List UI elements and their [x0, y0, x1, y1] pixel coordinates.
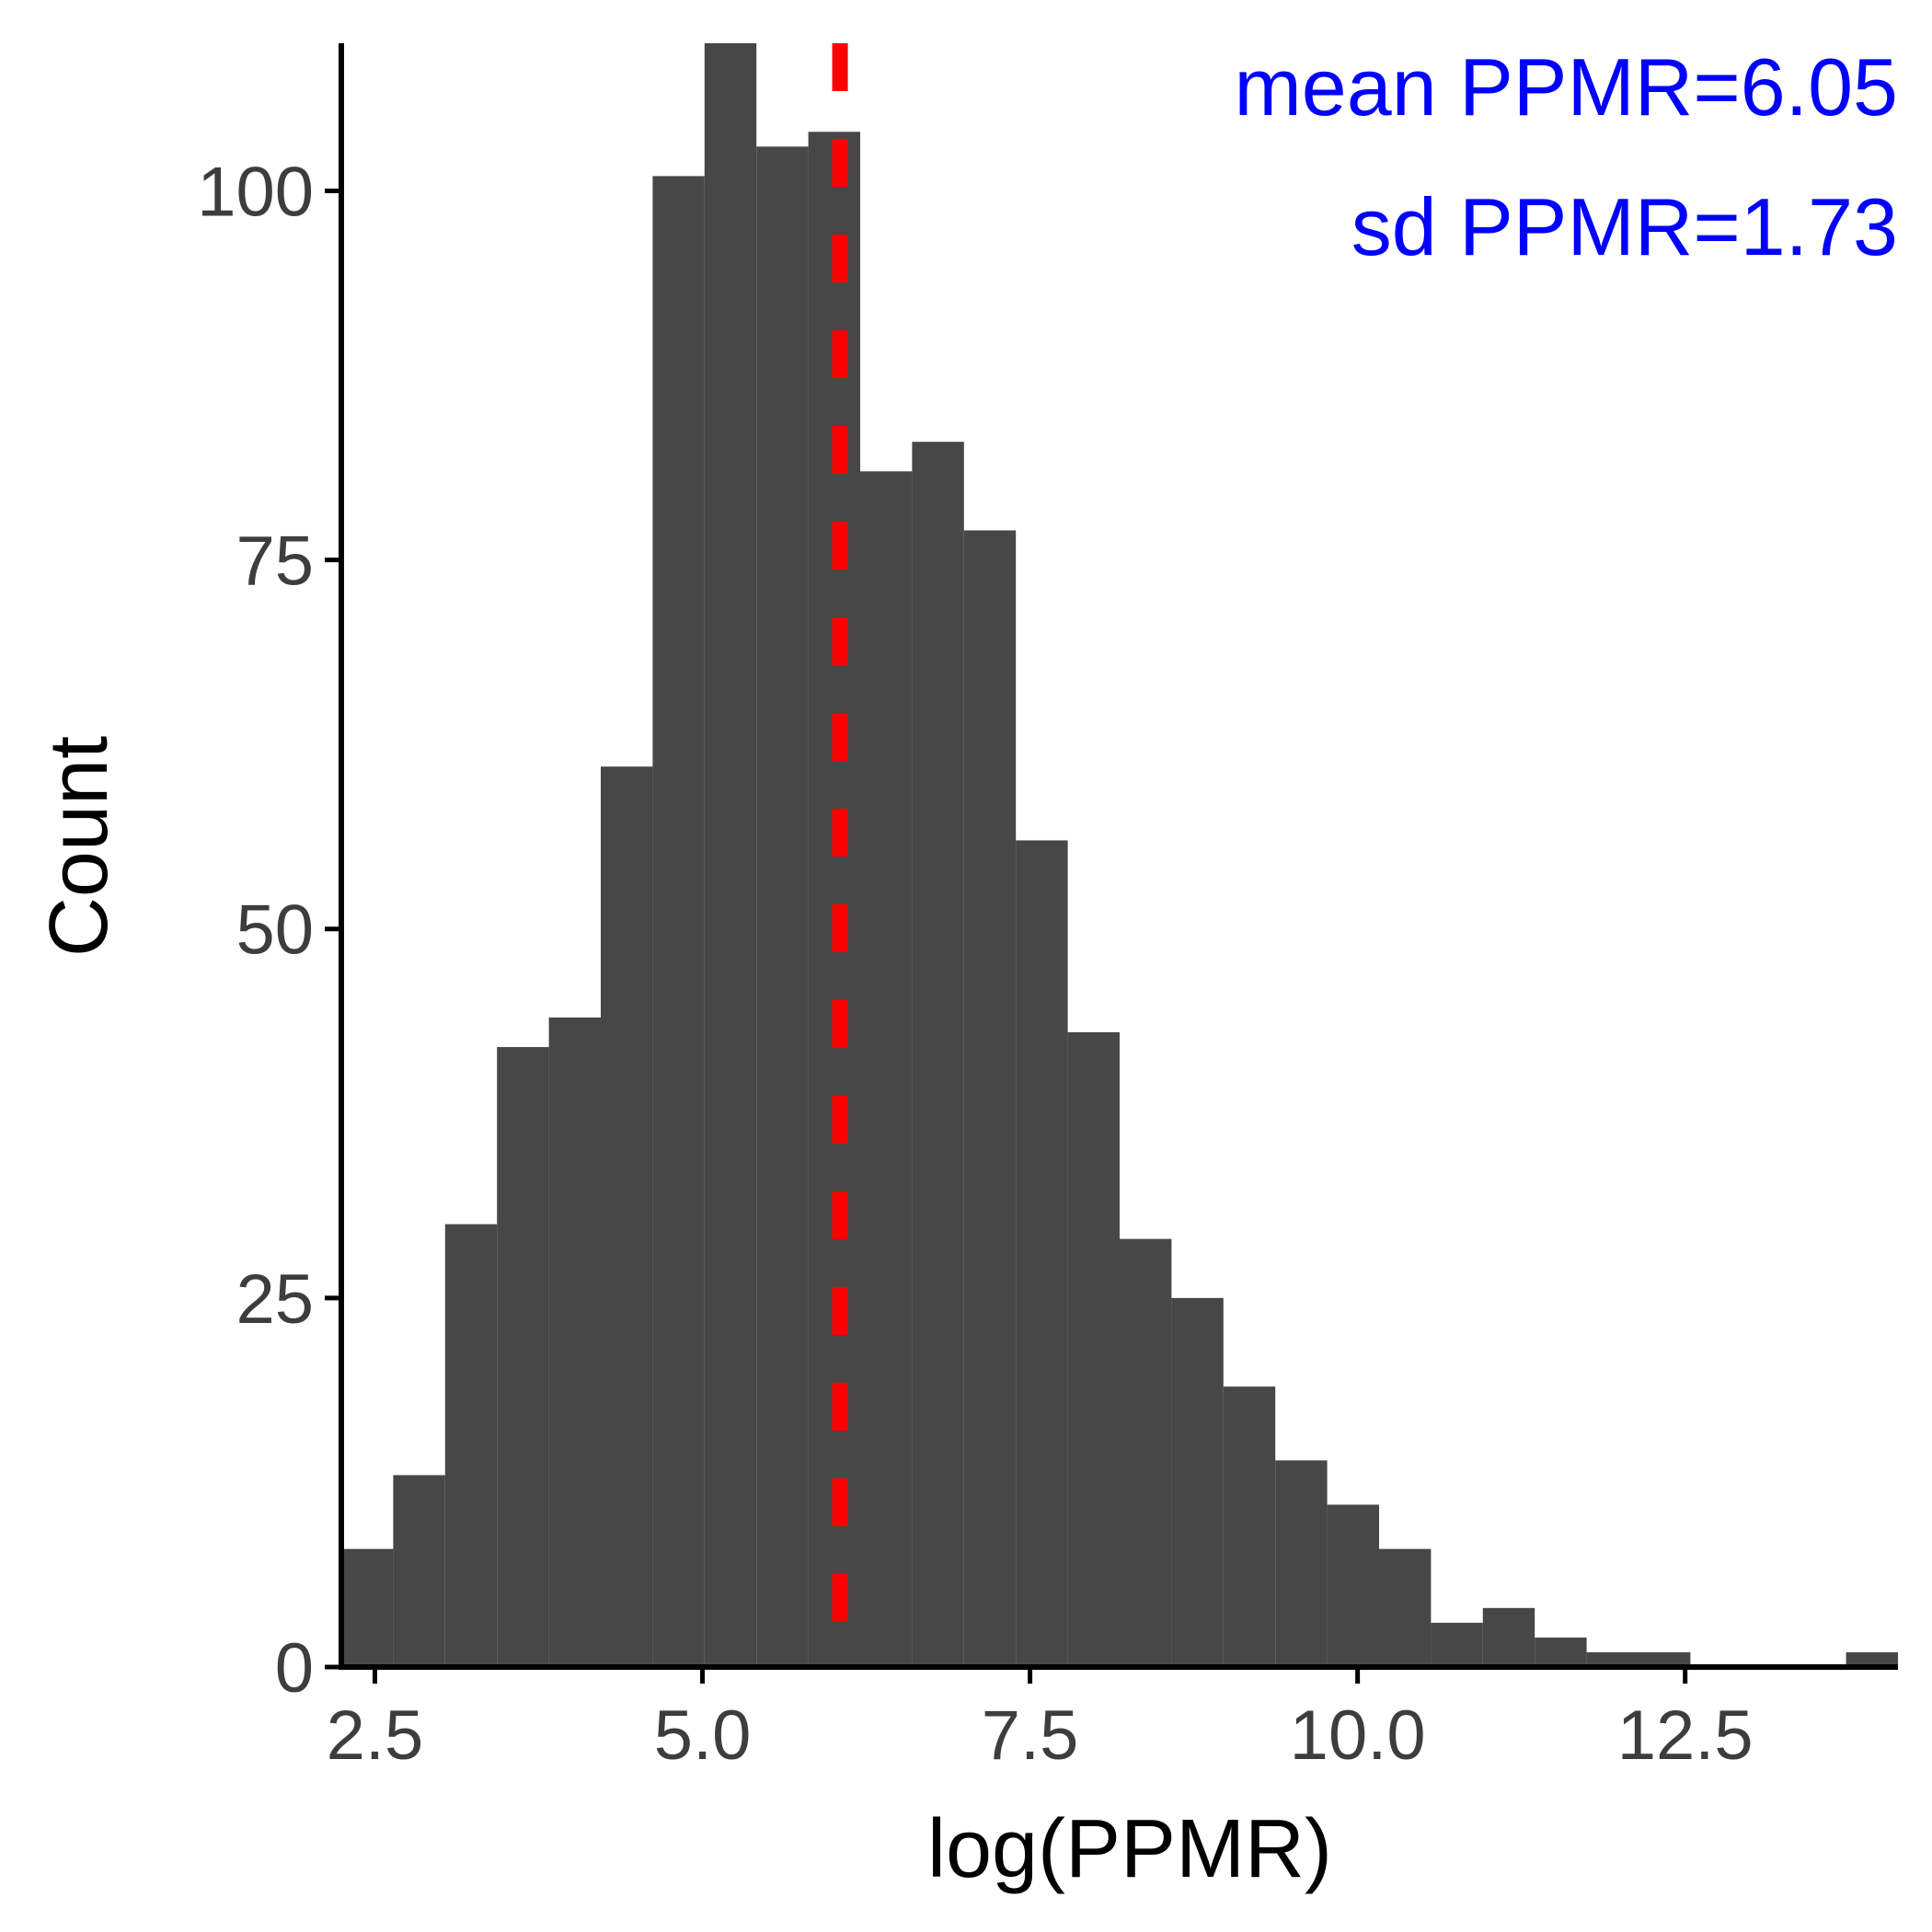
x-axis-title: log(PPMR) [927, 1803, 1332, 1895]
histogram-bar-20 [1379, 1548, 1432, 1667]
histogram-bar-18 [1275, 1460, 1328, 1667]
y-tick-label: 25 [236, 1260, 314, 1339]
histogram-bar-7 [704, 43, 757, 1667]
histogram-bar-24 [1586, 1651, 1639, 1667]
histogram-bar-25 [1639, 1651, 1691, 1667]
histogram-bar-21 [1431, 1622, 1483, 1667]
histogram-bar-8 [756, 146, 809, 1668]
x-tick-label: 2.5 [327, 1696, 424, 1775]
x-axis-ticks: 2.5 5.0 7.5 10.0 12.5 [327, 1667, 1754, 1775]
histogram-bar-4 [548, 1018, 601, 1667]
x-tick-label: 10.0 [1290, 1696, 1426, 1775]
histogram-bar-29 [1846, 1651, 1898, 1667]
y-tick-label: 0 [275, 1629, 314, 1708]
y-axis-title: Count [33, 736, 125, 957]
x-tick-label: 12.5 [1617, 1696, 1754, 1775]
histogram-bar-11 [912, 442, 964, 1667]
y-tick-label: 50 [236, 891, 314, 970]
mean-annotation: mean PPMR=6.05 [1235, 41, 1899, 132]
histogram-bar-5 [601, 766, 653, 1667]
histogram-bars [341, 43, 1898, 1668]
histogram-bar-13 [1016, 840, 1068, 1667]
x-tick-label: 7.5 [982, 1696, 1079, 1775]
histogram-bar-1 [393, 1475, 445, 1667]
y-tick-label: 75 [236, 523, 314, 601]
histogram-bar-0 [341, 1548, 394, 1667]
sd-annotation: sd PPMR=1.73 [1351, 181, 1898, 272]
histogram-bar-12 [963, 530, 1017, 1667]
histogram-bar-6 [652, 176, 705, 1668]
y-tick-label: 100 [197, 153, 314, 231]
histogram-bar-17 [1223, 1386, 1276, 1667]
histogram-bar-22 [1482, 1607, 1535, 1667]
histogram-bar-23 [1535, 1637, 1587, 1667]
histogram-bar-16 [1171, 1297, 1224, 1667]
x-tick-label: 5.0 [654, 1696, 752, 1775]
histogram-bar-2 [444, 1224, 498, 1667]
histogram-bar-15 [1120, 1238, 1172, 1667]
histogram-bar-14 [1067, 1032, 1120, 1667]
y-axis-ticks: 0 25 50 75 100 [197, 153, 341, 1708]
histogram-bar-19 [1327, 1504, 1379, 1667]
histogram-bar-3 [497, 1047, 549, 1667]
histogram-bar-10 [860, 471, 913, 1668]
